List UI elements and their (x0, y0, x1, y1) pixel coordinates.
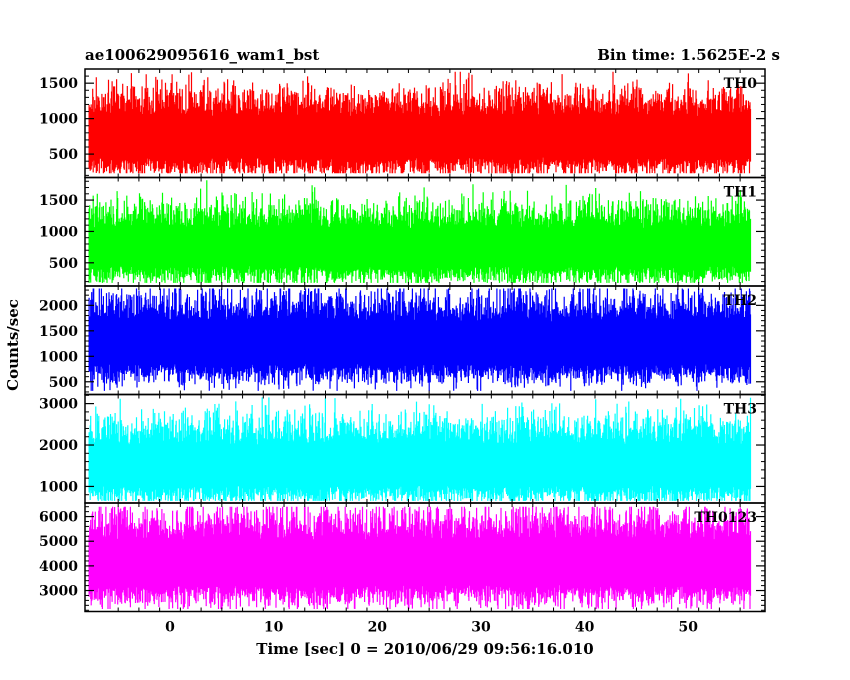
bin-time-label: Bin time: 1.5625E-2 s (597, 46, 780, 64)
x-tick-label: 30 (471, 620, 491, 636)
y-tick-label: 4000 (39, 559, 78, 575)
y-tick-label: 1500 (39, 76, 78, 92)
signal-core-th0123 (89, 545, 751, 577)
x-tick-label: 40 (575, 620, 595, 636)
y-tick-label: 3000 (39, 397, 78, 413)
y-tick-label: 1500 (39, 193, 78, 209)
panel-label-th2: TH2 (724, 293, 757, 309)
y-tick-label: 1500 (39, 324, 78, 340)
y-tick-label: 500 (49, 256, 78, 272)
y-tick-label: 1000 (39, 224, 78, 240)
panel-label-th1: TH1 (724, 185, 757, 201)
y-tick-label: 500 (49, 375, 78, 391)
x-tick-label: 10 (264, 620, 284, 636)
signal-trace-th3 (88, 397, 752, 501)
y-tick-label: 6000 (39, 510, 78, 526)
y-axis-label: Counts/sec (4, 299, 22, 391)
signal-core-th3 (89, 449, 751, 478)
signal-core-th1 (89, 232, 751, 259)
y-tick-label: 500 (49, 147, 78, 163)
signal-core-th0 (89, 121, 751, 150)
x-tick-label: 50 (679, 620, 699, 636)
chart-title: ae100629095616_wam1_bst (85, 46, 319, 64)
y-tick-label: 2000 (39, 438, 78, 454)
y-tick-label: 1000 (39, 112, 78, 128)
x-axis-label: Time [sec] 0 = 2010/06/29 09:56:16.010 (256, 640, 593, 658)
panel-label-th0: TH0 (724, 76, 758, 92)
signal-trace-th1 (88, 180, 752, 283)
y-tick-label: 3000 (39, 584, 78, 600)
y-tick-label: 1000 (39, 349, 78, 365)
panel-label-th3: TH3 (724, 402, 757, 418)
x-tick-label: 0 (165, 620, 175, 636)
y-tick-label: 1000 (39, 479, 78, 495)
x-tick-label: 20 (368, 620, 388, 636)
y-tick-label: 2000 (39, 298, 78, 314)
signal-core-th2 (89, 326, 751, 356)
y-tick-label: 5000 (39, 534, 78, 550)
panel-label-th0123: TH0123 (694, 510, 757, 526)
panel-frame-th0123 (84, 502, 766, 613)
